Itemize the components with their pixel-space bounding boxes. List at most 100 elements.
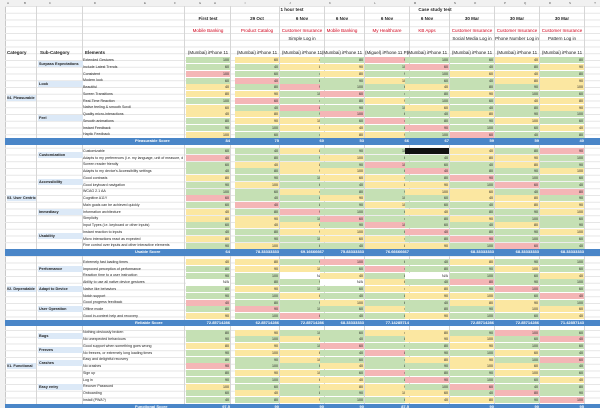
score-cell[interactable]: 90 — [280, 208, 324, 215]
score-cell[interactable]: 80 — [320, 57, 364, 64]
score-cell[interactable]: 100 — [320, 84, 364, 91]
element-label[interactable]: Native feeling & smooth Scroll — [83, 105, 131, 110]
score-cell[interactable]: 80 — [280, 161, 324, 168]
score-cell[interactable]: 40 — [280, 188, 324, 195]
score-cell[interactable]: 60 — [280, 181, 324, 188]
score-cell[interactable]: 90 — [235, 265, 279, 272]
column-header[interactable]: P — [503, 1, 506, 5]
score-cell[interactable]: 100 — [495, 235, 539, 242]
score-cell[interactable]: 60 — [540, 329, 584, 336]
score-cell[interactable]: 100 — [405, 383, 449, 390]
score-cell[interactable]: 90 — [280, 299, 324, 306]
element-label[interactable]: Log in — [83, 377, 93, 382]
element-label[interactable]: Good support when something goes wrong — [83, 343, 152, 348]
score-cell[interactable]: 60 — [235, 57, 279, 64]
score-cell[interactable]: 60 — [365, 154, 409, 161]
score-cell[interactable]: 100 — [495, 175, 539, 182]
score-cell[interactable]: 90 — [320, 64, 364, 71]
score-cell[interactable]: 90 — [450, 235, 494, 242]
score-cell[interactable]: 40 — [405, 208, 449, 215]
score-cell[interactable]: 60 — [540, 118, 584, 125]
score-cell[interactable]: 40 — [540, 336, 584, 343]
score-cell[interactable]: 60 — [320, 235, 364, 242]
score-cell[interactable]: 80 — [450, 259, 494, 266]
score-cell[interactable]: 60 — [320, 118, 364, 125]
column-header[interactable]: S — [568, 1, 571, 5]
column-header[interactable]: L — [374, 1, 376, 5]
score-cell[interactable]: 80 — [280, 104, 324, 111]
score-cell[interactable]: 60 — [186, 161, 230, 168]
score-cell[interactable]: 60 — [495, 124, 539, 131]
score-cell[interactable]: 80 — [405, 91, 449, 98]
score-cell[interactable]: 40 — [235, 222, 279, 229]
score-cell[interactable]: 100 — [450, 124, 494, 131]
score-cell[interactable]: 100 — [235, 376, 279, 383]
score-cell[interactable]: 100 — [495, 91, 539, 98]
score-cell[interactable]: 60 — [280, 242, 324, 249]
score-cell[interactable]: 100 — [235, 313, 279, 320]
element-label[interactable]: Adapts to my preferences (i.e. my langua… — [83, 155, 183, 160]
score-cell[interactable]: 60 — [365, 279, 409, 286]
score-cell[interactable]: 90 — [365, 97, 409, 104]
element-label[interactable]: Reaction time to a user instruction — [83, 273, 138, 278]
score-cell[interactable]: 80 — [235, 168, 279, 175]
score-cell[interactable]: 100 — [365, 64, 409, 71]
column-header[interactable]: I — [244, 1, 246, 5]
score-cell[interactable]: 100 — [320, 154, 364, 161]
score-cell[interactable]: 100 — [235, 242, 279, 249]
score-cell[interactable]: 40 — [405, 111, 449, 118]
score-cell[interactable]: 60 — [235, 97, 279, 104]
score-cell[interactable]: 100 — [405, 57, 449, 64]
score-cell[interactable]: 90 — [365, 131, 409, 138]
score-cell[interactable]: 80 — [365, 272, 409, 279]
score-cell[interactable]: 100 — [495, 306, 539, 313]
score-cell[interactable]: 80 — [186, 118, 230, 125]
score-cell[interactable]: 90 — [186, 242, 230, 249]
score-cell[interactable]: 90 — [235, 356, 279, 363]
score-cell[interactable]: 60 — [540, 356, 584, 363]
score-cell[interactable]: 90 — [540, 202, 584, 209]
score-cell[interactable]: 100 — [495, 265, 539, 272]
element-label[interactable]: Easy and delightful recovery — [83, 357, 129, 362]
score-cell[interactable]: 60 — [495, 313, 539, 320]
score-cell[interactable]: 80 — [405, 356, 449, 363]
score-cell[interactable]: 40 — [280, 57, 324, 64]
score-cell[interactable]: 40 — [365, 356, 409, 363]
score-cell[interactable]: 90 — [235, 343, 279, 350]
element-label[interactable]: Recover Password — [83, 384, 114, 389]
score-cell[interactable]: 80 — [186, 286, 230, 293]
score-cell[interactable]: 40 — [540, 124, 584, 131]
score-cell[interactable]: 100 — [186, 97, 230, 104]
score-cell[interactable]: 90 — [405, 376, 449, 383]
score-cell[interactable]: 100 — [320, 208, 364, 215]
score-cell[interactable]: 100 — [450, 336, 494, 343]
score-cell[interactable]: 100 — [320, 229, 364, 236]
column-header[interactable]: B — [23, 1, 26, 5]
score-cell[interactable]: 100 — [495, 343, 539, 350]
score-cell[interactable]: 80 — [186, 329, 230, 336]
score-cell[interactable]: 100 — [280, 265, 324, 272]
score-cell[interactable]: 100 — [450, 363, 494, 370]
element-label[interactable]: Screen reader friendly — [83, 162, 119, 167]
score-cell[interactable]: 80 — [186, 175, 230, 182]
score-cell[interactable]: 90 — [450, 343, 494, 350]
score-cell[interactable]: 80 — [280, 77, 324, 84]
score-cell[interactable]: 100 — [280, 91, 324, 98]
score-cell[interactable]: 90 — [450, 118, 494, 125]
score-cell[interactable]: 60 — [365, 84, 409, 91]
score-cell[interactable]: 60 — [540, 286, 584, 293]
score-cell[interactable]: 60 — [320, 265, 364, 272]
score-cell[interactable]: 90 — [280, 259, 324, 266]
score-cell[interactable]: 40 — [186, 168, 230, 175]
score-cell[interactable]: 100 — [365, 77, 409, 84]
score-cell[interactable]: 60 — [365, 208, 409, 215]
score-cell[interactable]: N/A — [320, 279, 364, 286]
score-cell[interactable]: 40 — [320, 181, 364, 188]
score-cell[interactable]: 100 — [450, 292, 494, 299]
score-cell[interactable]: 100 — [365, 390, 409, 397]
score-cell[interactable]: 40 — [186, 154, 230, 161]
score-cell[interactable]: 90 — [235, 175, 279, 182]
score-cell[interactable]: 40 — [235, 161, 279, 168]
score-cell[interactable]: 40 — [495, 97, 539, 104]
score-cell[interactable]: 90 — [495, 154, 539, 161]
